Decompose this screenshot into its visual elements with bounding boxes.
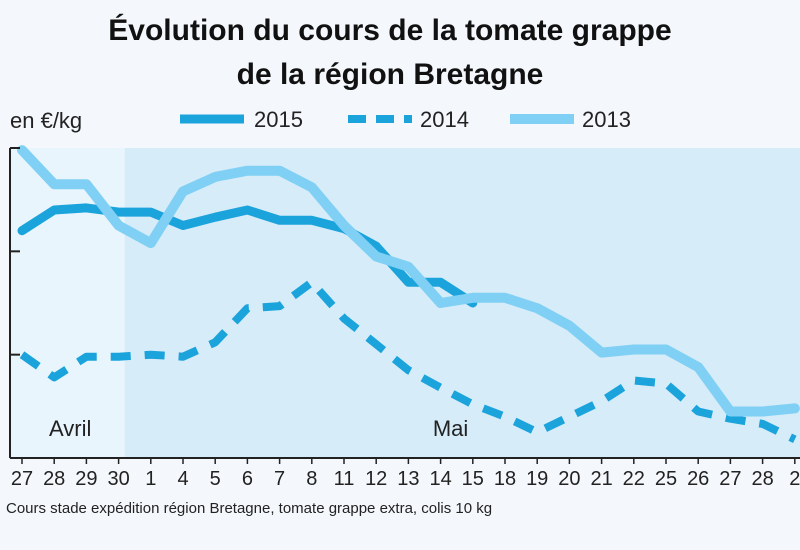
x-tick-label: 22 [623, 468, 645, 490]
month-label-mai: Mai [433, 416, 468, 441]
x-tick-label: 15 [462, 468, 484, 490]
x-tick-label: 25 [655, 468, 677, 490]
y-axis-unit-label: en €/kg [10, 108, 82, 133]
x-tick-label: 26 [687, 468, 709, 490]
legend-label-2015: 2015 [254, 107, 303, 132]
series-line-2014 [19, 278, 797, 444]
x-tick-label: 27 [719, 468, 741, 490]
x-tick-label: 21 [590, 468, 612, 490]
x-tick-label: 7 [274, 468, 285, 490]
legend-label-2014: 2014 [420, 107, 469, 132]
legend: 2015 2014 2013 [180, 107, 631, 132]
x-tick-label: 2 [789, 468, 800, 490]
series-layer [17, 145, 800, 444]
x-tick-labels: 27 28 29 30 1 4 5 6 7 8 11 12 13 14 15 18 19 20 21 22 25 26 27… [11, 468, 800, 490]
x-tick-label: 18 [494, 468, 516, 490]
x-tick-label: 5 [210, 468, 221, 490]
x-tick-label: 1 [145, 468, 156, 490]
x-tick-label: 30 [107, 468, 129, 490]
x-tick-label: 14 [429, 468, 451, 490]
series-line-2013 [17, 145, 800, 417]
x-tick-label: 4 [177, 468, 188, 490]
chart-title-line-2: de la région Bretagne [237, 58, 544, 91]
axes-layer [9, 147, 800, 464]
legend-label-2013: 2013 [582, 107, 631, 132]
plot-background-april [10, 148, 125, 458]
x-tick-label: 29 [75, 468, 97, 490]
x-tick-label: 13 [397, 468, 419, 490]
x-tick-label: 20 [558, 468, 580, 490]
x-tick-label: 8 [306, 468, 317, 490]
month-labels: Avril Mai [49, 416, 468, 441]
x-tick-label: 28 [43, 468, 65, 490]
x-tick-label: 27 [11, 468, 33, 490]
chart-title-line-1: Évolution du cours de la tomate grappe [108, 13, 671, 47]
source-note: Cours stade expédition région Bretagne, … [6, 500, 492, 517]
x-tick-label: 12 [365, 468, 387, 490]
x-tick-label: 11 [334, 468, 355, 490]
x-tick-label: 28 [751, 468, 773, 490]
series-line-2015 [17, 203, 478, 308]
x-tick-label: 6 [242, 468, 253, 490]
x-tick-label: 19 [526, 468, 548, 490]
month-label-avril: Avril [49, 416, 91, 441]
